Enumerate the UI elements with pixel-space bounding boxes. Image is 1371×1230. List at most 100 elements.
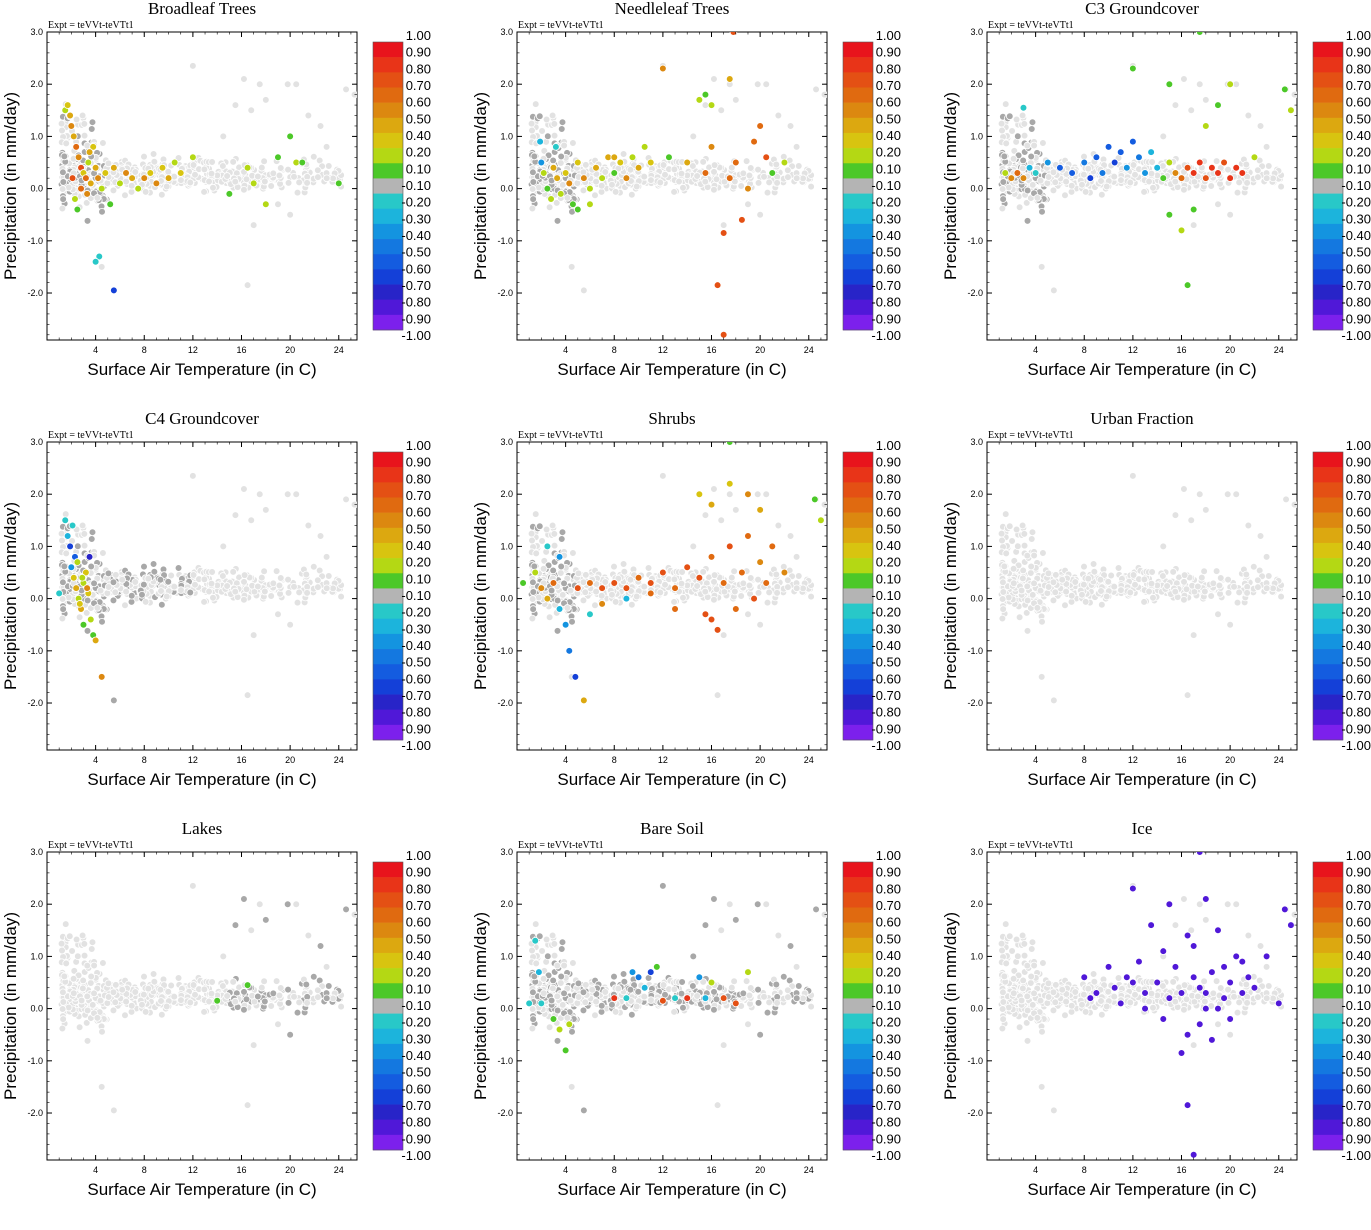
background-point [1181,76,1188,83]
background-point [1254,167,1261,174]
background-point [1188,517,1195,524]
background-point [1006,523,1013,530]
data-point [635,164,642,171]
background-point [60,579,67,586]
background-point [648,177,655,184]
data-point [726,439,733,446]
colorbar-swatch [843,57,873,72]
colorbar-label: -0.50 [1341,245,1371,260]
data-point [550,580,557,587]
colorbar-swatch [1313,163,1343,178]
background-point [261,158,268,165]
colorbar-label: -0.90 [401,311,431,326]
data-point [123,170,130,177]
background-point [275,611,282,618]
data-point [1190,206,1197,213]
data-point [537,138,544,145]
background-point [66,933,73,940]
background-point [91,962,98,969]
background-point [220,133,227,140]
background-point [1127,179,1134,186]
background-point [774,590,781,597]
background-point [110,579,117,586]
colorbar-label: -0.60 [1341,671,1371,686]
background-point [294,189,301,196]
background-point [325,163,332,170]
data-point [1178,175,1185,182]
background-point [314,167,321,174]
background-point [1000,589,1007,596]
background-point [1111,583,1118,590]
background-point [304,590,311,597]
data-point [86,553,93,560]
background-point [1198,574,1205,581]
colorbar-swatch [373,224,403,239]
background-point [530,179,537,186]
data-point [1166,81,1173,88]
background-point [314,577,321,584]
background-point [276,172,283,179]
data-point [153,180,160,187]
background-point [89,119,96,126]
background-point [61,153,68,160]
background-point [1227,621,1234,628]
y-tick-label: 3.0 [30,437,43,447]
background-point [1021,132,1028,139]
colorbar-label: -0.70 [1341,688,1371,703]
background-point [1024,142,1031,149]
background-point [304,180,311,187]
background-point [546,204,553,211]
colorbar-label: 0.60 [1346,505,1371,520]
colorbar-swatch [843,634,873,649]
colorbar-label: -0.20 [401,605,431,620]
data-point [659,569,666,576]
background-point [241,76,248,83]
background-point [60,179,67,186]
background-point [676,178,683,185]
background-point [1243,161,1250,168]
data-point [580,697,587,704]
background-point [88,946,95,953]
background-point [580,597,587,604]
data-point [95,175,102,182]
x-tick-label: 20 [755,755,765,765]
data-point [599,175,606,182]
background-point [79,112,86,119]
background-point [718,517,725,524]
colorbar-swatch [1313,209,1343,224]
colorbar-swatch [843,558,873,573]
background-point [558,536,565,543]
colorbar-label: -0.70 [871,278,901,293]
x-tick-label: 8 [1082,755,1087,765]
background-point [1118,587,1125,594]
data-point [1117,149,1124,156]
background-point [1217,575,1224,582]
background-point [70,975,77,982]
background-point [287,621,294,628]
background-point [1245,522,1252,529]
data-point [714,627,721,634]
background-point [530,169,537,176]
background-point [100,550,107,557]
background-point [627,166,634,173]
background-point [305,112,312,119]
background-point [232,102,239,109]
data-point [732,159,739,166]
data-point [696,96,703,103]
background-point [702,512,709,519]
background-point [530,579,537,586]
background-point [84,1037,91,1044]
x-tick-label: 24 [804,755,814,765]
background-point [529,596,536,603]
y-tick-label: 1.0 [970,541,983,551]
colorbar-label: -0.60 [401,671,431,686]
background-point [1130,162,1137,169]
data-point [580,175,587,182]
colorbar-swatch [1313,42,1343,57]
background-point [105,570,112,577]
background-point [543,526,550,533]
background-point [119,576,126,583]
background-point [1160,543,1167,550]
